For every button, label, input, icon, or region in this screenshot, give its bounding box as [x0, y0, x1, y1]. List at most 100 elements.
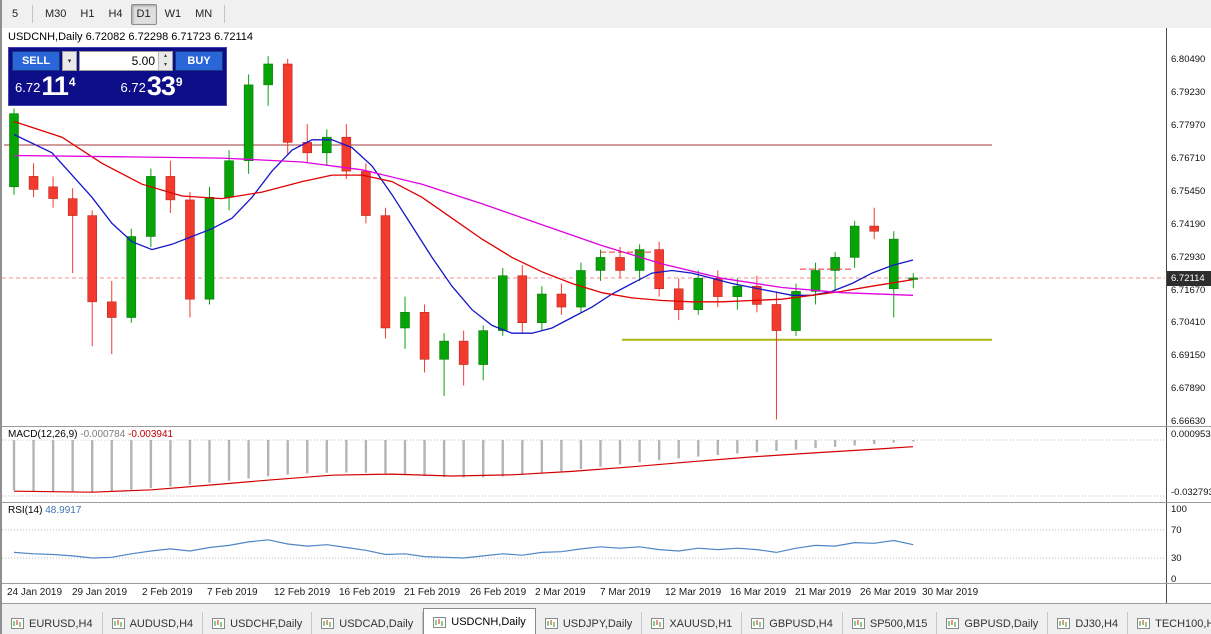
chart-workspace: USDCNH,Daily 6.72082 6.72298 6.71723 6.7… — [2, 28, 1211, 634]
chart-tab-usdchf-daily[interactable]: USDCHF,Daily — [203, 612, 313, 634]
macd-chart — [2, 439, 1165, 497]
candle — [48, 176, 58, 208]
rsi-line — [13, 539, 914, 559]
candle — [341, 124, 352, 179]
chart-title-text: USDCNH,Daily 6.72082 6.72298 6.71723 6.7… — [8, 31, 254, 43]
volume-field[interactable]: 5.00 ▴ ▾ — [79, 51, 173, 71]
toolbar-separator — [32, 5, 33, 23]
date-label: 16 Mar 2019 — [730, 587, 787, 598]
chart-tab-sp500-m15[interactable]: SP500,M15 — [842, 612, 938, 634]
mini-chart-icon — [651, 618, 665, 629]
chart-title: USDCNH,Daily 6.72082 6.72298 6.71723 6.7… — [8, 31, 253, 43]
current-price-badge: 6.72114 — [1167, 270, 1211, 286]
chart-tab-dj30-h4[interactable]: DJ30,H4 — [1048, 612, 1129, 634]
candle — [9, 108, 19, 195]
date-label: 12 Mar 2019 — [665, 587, 722, 598]
macd-main-value: -0.000784 — [80, 429, 126, 440]
candle — [673, 278, 684, 321]
candle — [732, 278, 743, 310]
chart-tab-usdcnh-daily[interactable]: USDCNH,Daily — [423, 608, 536, 634]
date-label: 30 Mar 2019 — [922, 587, 979, 598]
price-tick: 6.79230 — [1171, 86, 1206, 98]
price-chart-panel[interactable]: USDCNH,Daily 6.72082 6.72298 6.71723 6.7… — [2, 28, 1165, 426]
sell-price-display[interactable]: 6.72 11 4 — [12, 73, 118, 102]
chart-tabs-bar: EURUSD,H4 AUDUSD,H4 USDCHF,Daily USDCAD,Dai… — [2, 603, 1211, 634]
mini-chart-icon — [321, 618, 335, 629]
time-axis: 24 Jan 2019 29 Jan 2019 2 Feb 2019 7 Feb 20… — [2, 584, 1165, 603]
mini-chart-icon — [751, 618, 765, 629]
candle — [556, 283, 567, 315]
spinner-up-icon[interactable]: ▴ — [159, 52, 172, 61]
candle — [419, 304, 430, 373]
chart-tab-gbpusd-h4[interactable]: GBPUSD,H4 — [742, 612, 843, 634]
chart-tab-xauusd-h1[interactable]: XAUUSD,H1 — [642, 612, 743, 634]
price-axis[interactable]: 6.80490 6.79230 6.77970 6.76710 6.75450 6.741… — [1166, 28, 1211, 603]
tab-label: SP500,M15 — [869, 617, 928, 630]
candle — [243, 74, 254, 174]
spinner-down-icon[interactable]: ▾ — [159, 61, 172, 70]
mini-chart-icon — [1057, 618, 1071, 629]
timeframe-button-d1[interactable]: D1 — [130, 3, 157, 25]
timeframe-button-mn[interactable]: MN — [189, 4, 218, 25]
sell-price-main: 11 — [41, 71, 69, 101]
candle — [869, 207, 879, 240]
candle — [224, 150, 234, 211]
rsi-scale-label: 100 — [1171, 504, 1187, 515]
tab-label: USDCHF,Daily — [230, 617, 303, 630]
price-tick: 6.66630 — [1171, 416, 1206, 428]
candle — [889, 231, 899, 318]
date-label: 21 Mar 2019 — [795, 587, 852, 598]
macd-panel[interactable]: MACD(12,26,9) -0.000784 -0.003941 — [2, 427, 1165, 502]
macd-label: MACD(12,26,9) -0.000784 -0.003941 — [6, 429, 176, 440]
candle — [849, 220, 860, 268]
candle — [693, 270, 703, 315]
buy-price-display[interactable]: 6.72 33 9 — [118, 73, 224, 102]
timeframe-button-m30[interactable]: M30 — [39, 4, 72, 25]
chart-tab-audusd-h4[interactable]: AUDUSD,H4 — [102, 612, 204, 634]
chart-tab-usdjpy-daily[interactable]: USDJPY,Daily — [535, 612, 643, 634]
candle — [126, 228, 137, 323]
buy-button[interactable]: BUY — [175, 51, 223, 71]
price-tick: 6.75450 — [1171, 185, 1206, 197]
candle — [634, 244, 645, 281]
macd-scale-top: 0.000953 — [1171, 429, 1211, 440]
ma-fast-line — [13, 133, 914, 334]
price-tick: 6.69150 — [1171, 350, 1206, 362]
chart-tab-gbpusd-daily[interactable]: GBPUSD,Daily — [937, 612, 1049, 634]
mini-chart-icon — [111, 618, 125, 629]
timeframe-button-h1[interactable]: H1 — [74, 4, 100, 25]
chart-tab-tech100-h1[interactable]: TECH100,H1 — [1128, 612, 1211, 634]
tab-label: USDCNH,Daily — [451, 616, 526, 628]
tab-label: XAUUSD,H1 — [669, 617, 733, 630]
candle — [810, 262, 821, 305]
date-label: 24 Jan 2019 — [7, 587, 63, 598]
date-label: 29 Jan 2019 — [72, 587, 128, 598]
candlestick-chart — [2, 56, 1165, 420]
rsi-scale-label: 0 — [1171, 574, 1177, 585]
price-tick: 6.74190 — [1171, 218, 1206, 230]
date-label: 7 Feb 2019 — [207, 587, 258, 598]
timeframe-button-h4[interactable]: H4 — [102, 4, 128, 25]
timeframe-button-5[interactable]: 5 — [4, 4, 26, 25]
sell-button[interactable]: SELL — [12, 51, 60, 71]
timeframe-button-w1[interactable]: W1 — [159, 4, 188, 25]
price-tick: 6.76710 — [1171, 152, 1206, 164]
rsi-panel[interactable]: RSI(14) 48.9917 — [2, 503, 1165, 583]
date-label: 26 Feb 2019 — [470, 587, 527, 598]
tab-label: DJ30,H4 — [1075, 617, 1119, 630]
candle — [713, 270, 723, 308]
candle — [830, 252, 840, 292]
mini-chart-icon — [11, 618, 24, 629]
buy-price-pip: 9 — [175, 75, 183, 89]
candle — [791, 283, 801, 336]
tab-label: GBPUSD,Daily — [964, 617, 1039, 630]
chart-tab-usdcad-daily[interactable]: USDCAD,Daily — [312, 612, 424, 634]
mini-chart-icon — [946, 618, 960, 629]
buy-price-main: 33 — [146, 71, 176, 101]
volume-dropdown-button[interactable]: ▾ — [62, 51, 77, 71]
candle — [498, 267, 508, 336]
chart-tab-eurusd-h4[interactable]: EURUSD,H4 — [2, 612, 103, 634]
panel-divider[interactable] — [2, 426, 1211, 427]
panel-divider[interactable] — [2, 502, 1211, 503]
mini-chart-icon — [212, 618, 226, 629]
